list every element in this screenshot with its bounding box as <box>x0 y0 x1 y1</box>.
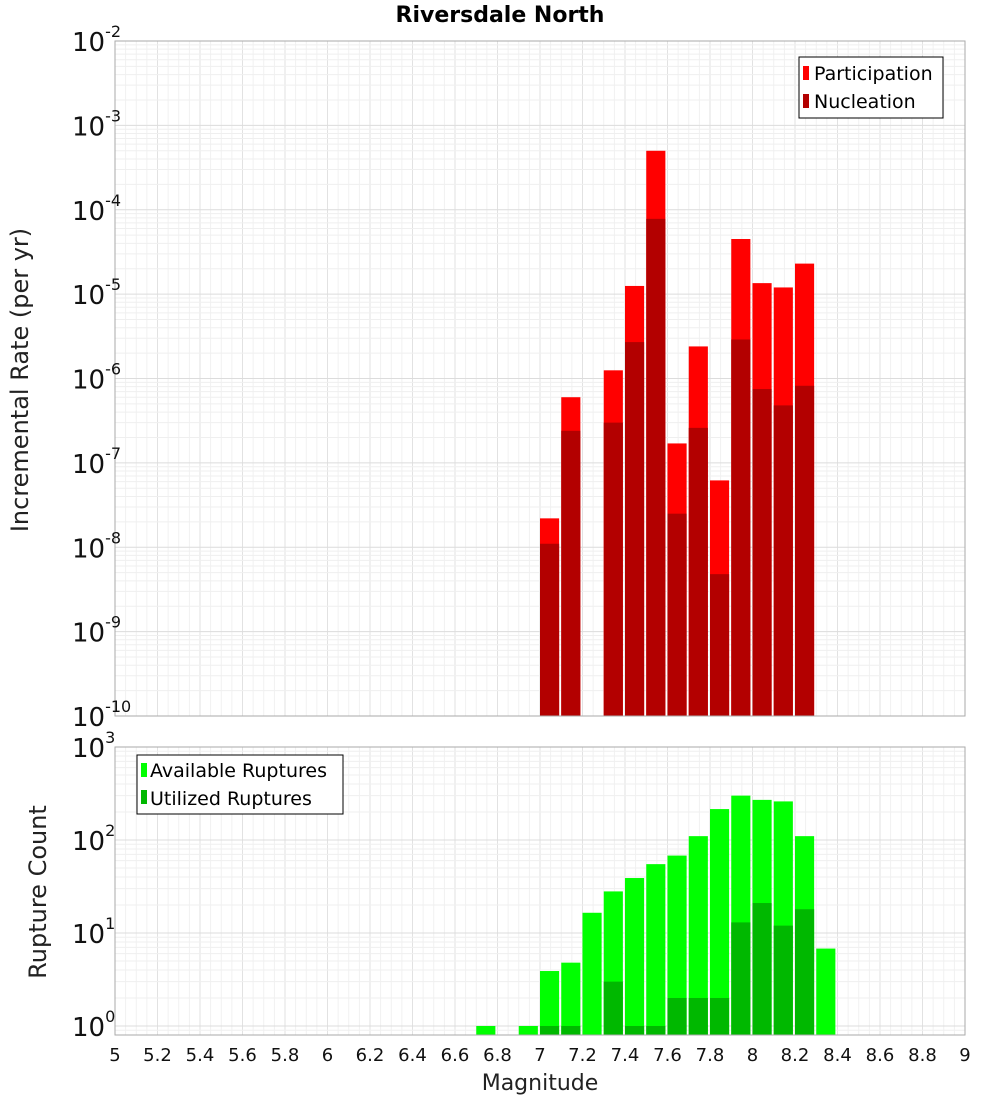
count-bar-available-ruptures <box>688 836 708 1035</box>
x-tick-label: 9 <box>959 1045 970 1066</box>
x-tick-labels: 5 5.2 5.4 5.6 5.8 6 6.2 6.4 6.6 6.8 7 7.2 7.4 7.6 7.8 8… <box>109 1045 970 1066</box>
count-bar-utilized-ruptures <box>540 1025 560 1035</box>
x-tick-label: 8.4 <box>823 1045 852 1066</box>
x-axis-label: Magnitude <box>482 1071 599 1096</box>
rate-y-tick-label: 10-5 <box>72 275 121 311</box>
top-plot: 10-2 10-3 10-4 10-5 10-6 10-7 10-8 10-9 10-10 In… <box>6 22 966 733</box>
top-y-tick-labels: 10-2 10-3 10-4 10-5 10-6 10-7 10-8 10-9 10-10 <box>72 22 131 733</box>
x-tick-label: 7.6 <box>653 1045 682 1066</box>
x-tick-label: 6.2 <box>356 1045 385 1066</box>
bottom-plot: 103 102 101 100 5 5.2 5.4 5.6 5.8 6 6.2 6.4 6.6 6.8 7… <box>24 728 971 1096</box>
x-tick-label: 5.4 <box>186 1045 215 1066</box>
x-tick-label: 6.8 <box>483 1045 512 1066</box>
x-tick-label: 8.6 <box>866 1045 895 1066</box>
rate-y-tick-label: 10-8 <box>72 528 121 564</box>
x-tick-label: 8 <box>747 1045 758 1066</box>
top-y-axis-label: Incremental Rate (per yr) <box>6 228 34 532</box>
bottom-plot-frame <box>114 746 966 1036</box>
count-bar-utilized-ruptures <box>710 997 730 1035</box>
x-tick-label: 5.6 <box>228 1045 257 1066</box>
top-plot-frame <box>114 40 966 717</box>
count-bar-available-ruptures <box>625 878 645 1035</box>
count-bar-available-ruptures <box>816 948 836 1035</box>
x-tick-label: 7.8 <box>696 1045 725 1066</box>
top-legend-box <box>798 56 944 119</box>
x-tick-label: 7.2 <box>568 1045 597 1066</box>
rate-bar-nucleation <box>731 339 751 716</box>
rate-y-tick-label: 10-2 <box>72 22 121 58</box>
x-tick-label: 8.2 <box>781 1045 810 1066</box>
rate-bar-nucleation <box>540 543 560 716</box>
legend-label-nucleation: Nucleation <box>814 91 916 113</box>
x-tick-label: 7 <box>534 1045 545 1066</box>
count-y-tick-label: 103 <box>72 728 115 764</box>
count-bar-available-ruptures <box>667 855 687 1035</box>
rate-bar-nucleation <box>646 218 666 716</box>
count-y-tick-label: 100 <box>72 1007 115 1043</box>
x-tick-label: 5 <box>109 1045 120 1066</box>
x-tick-label: 6.4 <box>398 1045 427 1066</box>
count-bar-available-ruptures <box>518 1025 538 1035</box>
legend-label-available: Available Ruptures <box>150 760 327 782</box>
count-y-tick-label: 101 <box>72 914 115 950</box>
legend-swatch-participation <box>803 66 809 80</box>
bottom-legend-box <box>136 754 344 815</box>
legend-swatch-available <box>141 763 147 777</box>
rate-bar-nucleation <box>752 389 772 716</box>
count-bar-available-ruptures <box>561 962 581 1035</box>
count-bar-utilized-ruptures <box>731 922 751 1035</box>
bottom-legend: Available Ruptures Utilized Ruptures <box>136 754 344 815</box>
legend-swatch-nucleation <box>803 94 809 108</box>
count-bar-available-ruptures <box>710 809 730 1035</box>
legend-swatch-utilized <box>141 790 147 804</box>
chart-title: Riversdale North <box>396 3 605 28</box>
bottom-bars <box>476 795 836 1035</box>
count-bar-utilized-ruptures <box>561 1025 581 1035</box>
x-tick-label: 5.8 <box>271 1045 300 1066</box>
count-bar-utilized-ruptures <box>603 981 623 1035</box>
rate-bar-nucleation <box>603 422 623 716</box>
x-tick-label: 8.8 <box>908 1045 937 1066</box>
rate-y-tick-label: 10-9 <box>72 613 121 649</box>
count-y-tick-label: 102 <box>72 821 115 857</box>
count-bar-utilized-ruptures <box>752 903 772 1035</box>
x-tick-label: 5.2 <box>143 1045 172 1066</box>
rate-y-tick-label: 10-10 <box>72 697 131 733</box>
count-bar-utilized-ruptures <box>795 909 815 1035</box>
count-bar-available-ruptures <box>476 1025 496 1035</box>
x-tick-label: 6 <box>322 1045 333 1066</box>
rate-bar-nucleation <box>710 574 730 716</box>
count-bar-available-ruptures <box>582 912 602 1035</box>
count-bar-utilized-ruptures <box>625 1025 645 1035</box>
rate-bar-nucleation <box>667 513 687 716</box>
x-tick-label: 6.6 <box>441 1045 470 1066</box>
rate-bar-nucleation <box>773 405 793 716</box>
rate-y-tick-label: 10-3 <box>72 106 121 142</box>
rate-bar-nucleation <box>688 427 708 716</box>
rate-y-tick-label: 10-7 <box>72 444 121 480</box>
top-bars <box>540 150 815 716</box>
x-tick-label: 7.4 <box>611 1045 640 1066</box>
rate-y-tick-label: 10-4 <box>72 191 121 227</box>
count-bar-available-ruptures <box>646 864 666 1035</box>
rate-bar-nucleation <box>795 385 815 716</box>
rate-bar-nucleation <box>561 430 581 716</box>
rate-y-tick-label: 10-6 <box>72 360 121 396</box>
count-bar-utilized-ruptures <box>773 925 793 1035</box>
count-bar-utilized-ruptures <box>667 997 687 1035</box>
count-bar-utilized-ruptures <box>688 997 708 1035</box>
top-legend: Participation Nucleation <box>798 56 944 119</box>
top-grid <box>114 40 966 717</box>
legend-label-utilized: Utilized Ruptures <box>150 788 312 810</box>
rate-bar-nucleation <box>625 342 645 716</box>
bottom-y-tick-labels: 103 102 101 100 <box>72 728 115 1043</box>
count-bar-available-ruptures <box>540 971 560 1035</box>
legend-label-participation: Participation <box>814 63 933 85</box>
count-bar-utilized-ruptures <box>646 1025 666 1035</box>
bottom-y-axis-label: Rupture Count <box>24 805 52 979</box>
